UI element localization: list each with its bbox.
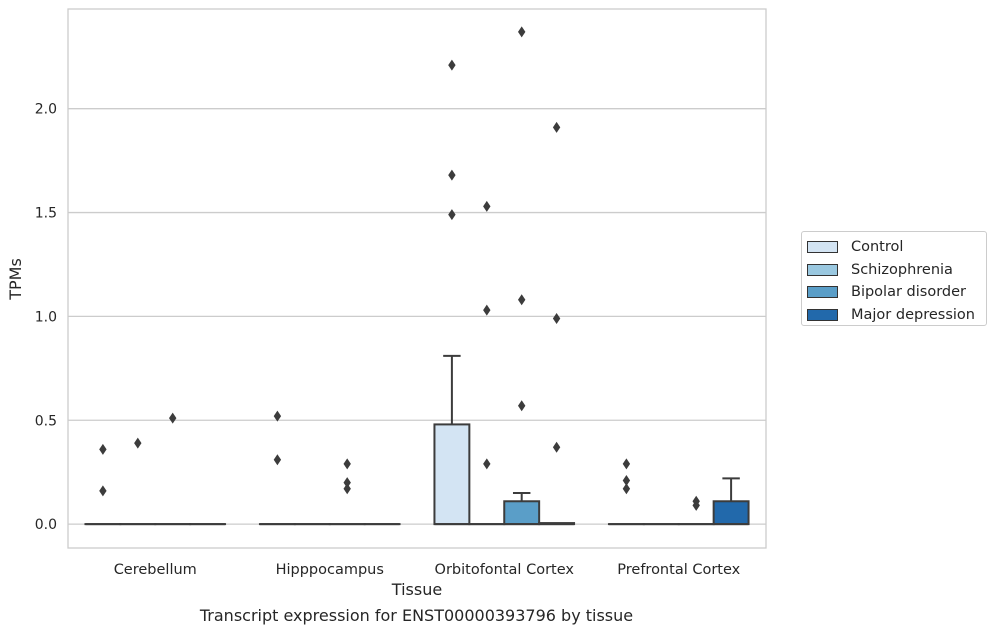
outlier-point <box>483 200 491 212</box>
legend-swatch <box>807 286 838 299</box>
outlier-point <box>518 400 526 412</box>
y-tick-labels: 0.0 0.5 1.0 1.5 2.0 <box>35 102 57 533</box>
outlier-point <box>343 483 351 495</box>
y-tick-label: 1.0 <box>35 309 57 325</box>
legend-label: Major depression <box>851 306 975 323</box>
box <box>712 477 750 526</box>
box-rect <box>433 423 471 526</box>
legend-label: Control <box>851 239 904 256</box>
outlier-point <box>622 458 631 470</box>
outlier-point <box>552 441 561 453</box>
outlier-point <box>343 477 351 489</box>
x-tick-labels: Cerebellum Hipppocampus Orbitofontal Corte… <box>114 562 741 578</box>
box-rect <box>712 500 750 526</box>
legend-swatch <box>807 241 838 254</box>
outlier-point <box>622 483 631 495</box>
chart-caption: Transcript expression for ENST0000039379… <box>199 606 634 625</box>
outlier-point <box>169 412 177 424</box>
outlier-point <box>99 443 107 455</box>
outlier-point <box>99 485 107 497</box>
box <box>538 522 576 526</box>
outlier-point <box>448 209 456 221</box>
outliers <box>99 26 700 511</box>
outlier-point <box>273 410 282 422</box>
box-rect <box>503 500 541 526</box>
outlier-point <box>448 169 456 181</box>
y-axis-label: TPMs <box>6 258 25 301</box>
legend-swatch <box>807 263 838 276</box>
outlier-point <box>622 474 631 486</box>
legend-item: Schizophrenia <box>807 259 986 282</box>
legend: Control Schizophrenia Bipolar disorder Majo… <box>801 231 987 326</box>
y-tick-label: 0.5 <box>35 413 57 429</box>
boxes <box>84 354 750 526</box>
x-tick-label: Hipppocampus <box>276 562 384 578</box>
outlier-point <box>343 458 351 470</box>
legend-label: Bipolar disorder <box>851 284 966 301</box>
grid-lines <box>68 108 766 525</box>
outlier-point <box>448 59 456 71</box>
outlier-point <box>518 26 526 38</box>
legend-label: Schizophrenia <box>851 261 953 278</box>
y-tick-label: 2.0 <box>35 102 57 118</box>
legend-item: Major depression <box>807 304 986 327</box>
legend-item: Bipolar disorder <box>807 281 986 304</box>
outlier-point <box>552 121 561 133</box>
plot-area-frame <box>67 8 767 549</box>
outlier-point <box>692 499 700 511</box>
outlier-point <box>273 454 282 466</box>
x-axis-label: Tissue <box>391 580 442 599</box>
outlier-point <box>483 304 491 316</box>
outlier-point <box>518 294 526 306</box>
x-tick-label: Cerebellum <box>114 562 197 578</box>
legend-swatch <box>807 308 838 321</box>
outlier-point <box>552 312 561 324</box>
outlier-point <box>483 458 491 470</box>
box <box>503 491 541 526</box>
x-tick-label: Prefrontal Cortex <box>617 562 740 578</box>
y-tick-label: 1.5 <box>35 206 57 222</box>
outlier-point <box>134 437 142 449</box>
y-tick-label: 0.0 <box>35 517 57 533</box>
legend-item: Control <box>807 236 986 259</box>
x-tick-label: Orbitofontal Cortex <box>435 562 575 578</box>
box <box>433 354 471 526</box>
